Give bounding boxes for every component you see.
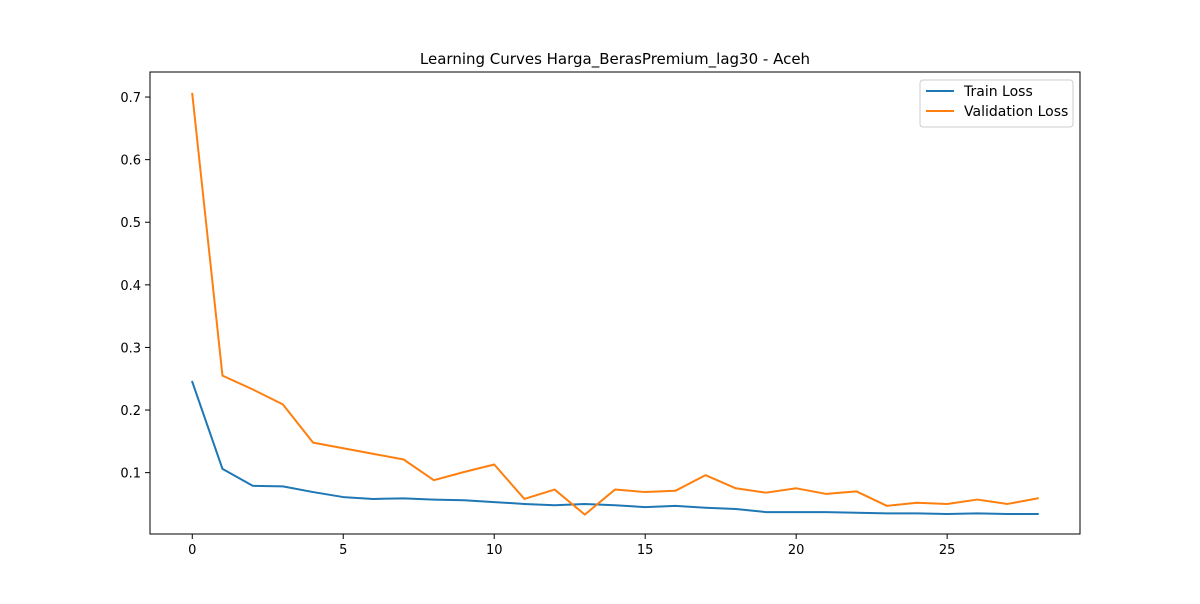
- x-tick-label: 10: [486, 543, 503, 558]
- x-tick-label: 20: [788, 543, 805, 558]
- y-tick-label: 0.7: [120, 91, 141, 106]
- legend: Train Loss Validation Loss: [919, 79, 1074, 128]
- x-tick-label: 15: [637, 543, 654, 558]
- axes-frame: [149, 71, 1081, 535]
- legend-label-validation-loss: Validation Loss: [964, 104, 1068, 120]
- y-axis-ticks: 0.1 0.2 0.3 0.4 0.5 0.6 0.7: [120, 91, 150, 482]
- x-tick-label: 25: [939, 543, 956, 558]
- plot-lines: [190, 92, 1039, 516]
- y-tick-label: 0.3: [120, 341, 141, 356]
- series-line-train-loss: [190, 380, 1039, 515]
- y-tick-label: 0.2: [120, 404, 141, 419]
- legend-box: [919, 79, 1074, 128]
- y-tick-label: 0.4: [120, 279, 141, 294]
- y-tick-label: 0.5: [120, 216, 141, 231]
- x-axis-ticks: 0 5 10 15 20 25: [188, 534, 955, 558]
- x-tick-label: 5: [339, 543, 347, 558]
- series-line-validation-loss: [191, 92, 1039, 516]
- x-tick-label: 0: [188, 543, 196, 558]
- chart-title: Learning Curves Harga_BerasPremium_lag30…: [420, 50, 810, 69]
- y-tick-label: 0.1: [120, 467, 141, 482]
- legend-label-train-loss: Train Loss: [963, 84, 1033, 100]
- y-tick-label: 0.6: [120, 154, 141, 169]
